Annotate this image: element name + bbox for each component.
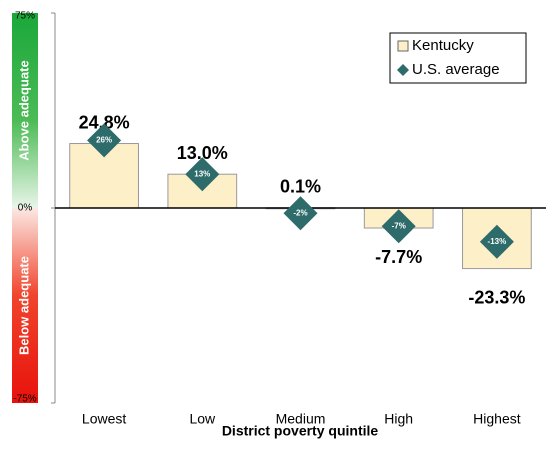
y-tick-label: 75% [15,11,35,22]
band-below [12,208,38,403]
legend-box [389,32,527,84]
x-axis-label: District poverty quintile [222,423,379,439]
x-tick-label: Highest [473,411,521,427]
diamond [479,224,514,259]
data-label: 24.8% [79,112,130,132]
legend-swatch [397,40,409,52]
diamond [185,157,220,192]
diamond [381,209,416,244]
band-label: Above adequate [16,60,31,160]
data-label: 13.0% [177,143,228,163]
legend-swatch [397,64,409,76]
data-label: 0.1% [280,176,321,196]
marker-label: -7% [392,221,406,230]
marker-label: 26% [96,136,112,145]
x-tick-label: Lowest [82,411,126,427]
y-tick-label: 0% [18,203,33,214]
band-above [12,13,38,208]
x-tick-label: Medium [276,411,326,427]
marker-label: -13% [488,237,507,246]
x-tick-label: High [384,411,413,427]
diamond [87,123,122,158]
diamond [283,196,318,231]
legend-label: Kentucky [412,37,474,54]
marker-label: 13% [194,169,210,178]
y-tick-label: -75% [13,394,36,405]
x-tick-label: Low [189,411,216,427]
legend-label: U.S. average [412,61,500,78]
band-label: Below adequate [16,256,31,355]
marker-label: -2% [293,208,307,217]
data-label: -7.7% [375,247,422,267]
data-label: -23.3% [468,287,525,307]
